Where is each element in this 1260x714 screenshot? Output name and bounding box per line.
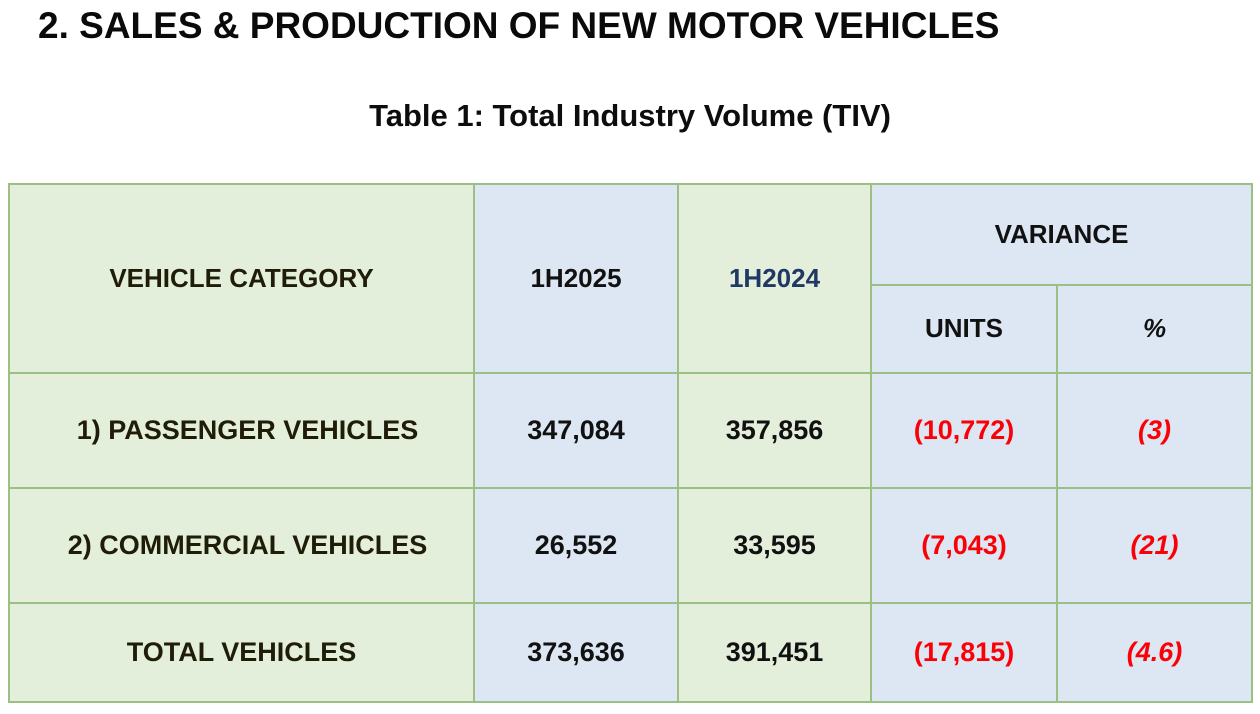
category-cell: 1) PASSENGER VEHICLES: [8, 371, 475, 489]
variance-percent-cell: (3): [1055, 371, 1254, 489]
value-cell-1h2024: 357,856: [677, 371, 872, 489]
table-row-total: TOTAL VEHICLES 373,636 391,451 (17,815) …: [8, 601, 1254, 703]
variance-units-cell: (10,772): [870, 371, 1058, 489]
table-body: 1) PASSENGER VEHICLES 347,084 357,856 (1…: [8, 371, 1254, 703]
page-heading: 2. SALES & PRODUCTION OF NEW MOTOR VEHIC…: [38, 5, 1000, 46]
variance-percent-cell: (4.6): [1055, 601, 1254, 703]
category-cell: TOTAL VEHICLES: [8, 601, 475, 703]
col-header-1h2025: 1H2025: [473, 182, 679, 374]
col-header-variance: VARIANCE: [869, 182, 1254, 286]
col-header-variance-percent: %: [1055, 283, 1254, 374]
variance-units-cell: (7,043): [870, 486, 1058, 604]
value-cell-1h2024: 33,595: [677, 486, 872, 604]
value-cell-1h2025: 26,552: [473, 486, 679, 604]
header-row-top: VEHICLE CATEGORY 1H2025 1H2024 VARIANCE: [8, 182, 1254, 374]
table-header: VEHICLE CATEGORY 1H2025 1H2024 VARIANCE …: [8, 182, 1254, 374]
table-row-commercial: 2) COMMERCIAL VEHICLES 26,552 33,595 (7,…: [8, 486, 1254, 604]
tiv-table: VEHICLE CATEGORY 1H2025 1H2024 VARIANCE …: [8, 182, 1254, 703]
col-header-variance-units: UNITS: [870, 283, 1058, 374]
category-cell: 2) COMMERCIAL VEHICLES: [8, 486, 475, 604]
header-row-bottom: UNITS %: [9, 283, 1254, 374]
col-header-vehicle-category: VEHICLE CATEGORY: [8, 182, 475, 374]
table-title: Table 1: Total Industry Volume (TIV): [369, 97, 891, 133]
table-row-passenger: 1) PASSENGER VEHICLES 347,084 357,856 (1…: [8, 371, 1254, 489]
value-cell-1h2024: 391,451: [677, 601, 872, 703]
value-cell-1h2025: 347,084: [473, 371, 679, 489]
variance-percent-cell: (21): [1055, 486, 1254, 604]
col-header-1h2024: 1H2024: [677, 182, 872, 374]
variance-units-cell: (17,815): [870, 601, 1058, 703]
value-cell-1h2025: 373,636: [473, 601, 679, 703]
